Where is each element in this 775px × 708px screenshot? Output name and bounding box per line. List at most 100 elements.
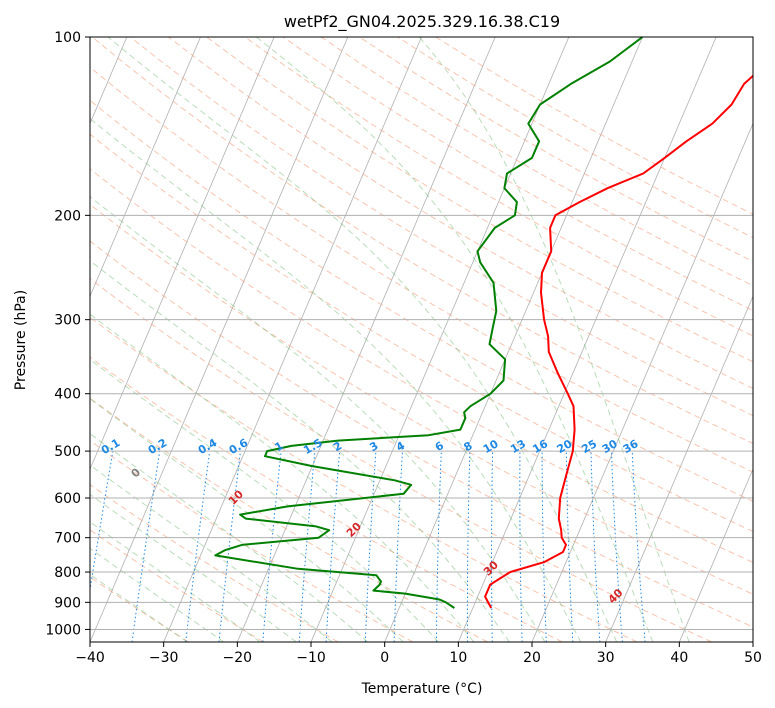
dry-adiabat-line (130, 37, 753, 417)
dry-adiabat-line (90, 240, 753, 628)
profile-lines (214, 37, 753, 609)
moist-adiabat-line (90, 573, 188, 642)
series-line (214, 37, 644, 609)
dry-adiabat-line (90, 203, 753, 595)
y-tick-label: 100 (54, 30, 81, 46)
moist-adiabat-line (90, 464, 333, 642)
y-tick-label: 300 (54, 313, 81, 329)
isotherm-line (384, 37, 643, 642)
x-tick-label: 30 (597, 650, 615, 666)
mixing-ratio-line (185, 451, 211, 642)
mixing-ratio-line (519, 451, 523, 642)
y-tick-label: 400 (54, 387, 81, 403)
x-tick-label: 20 (523, 650, 541, 666)
dry-adiabat-label: 40 (606, 586, 626, 606)
dry-adiabat-line (168, 37, 753, 389)
dry-adiabat-line (90, 397, 488, 642)
mixing-ratio-line (590, 451, 601, 642)
moist-adiabat-line (90, 433, 369, 642)
isotherm-line (752, 640, 753, 642)
moist-adiabat-line (90, 117, 582, 642)
moist-adiabat-line (107, 37, 618, 642)
moist-adiabat-line (419, 37, 690, 642)
dry-adiabat-line (90, 99, 753, 502)
dry-adiabat-label: 10 (226, 487, 246, 507)
mixing-ratio-label: 10 (481, 437, 501, 456)
dry-adiabat-line (244, 37, 753, 337)
x-tick-label: 0 (380, 650, 389, 666)
isotherm-line (678, 468, 753, 642)
moist-adiabat-line (90, 547, 225, 642)
y-axis-label: Pressure (hPa) (13, 290, 29, 390)
background-lines (90, 37, 753, 642)
mixing-ratio-line (491, 451, 494, 642)
dry-adiabat-line (91, 37, 753, 445)
mixing-ratio-label: 4 (394, 439, 407, 454)
mixing-ratio-line (262, 451, 282, 642)
isotherm-line (90, 37, 201, 298)
isotherm-line (531, 122, 753, 642)
y-tick-label: 700 (54, 531, 81, 547)
dry-adiabat-line (90, 529, 264, 642)
mixing-ratio-label: 36 (621, 437, 641, 456)
chart-title: wetPf2_GN04.2025.329.16.38.C19 (284, 12, 560, 32)
mixing-ratio-line (466, 451, 471, 642)
mixing-ratio-label: 6 (433, 439, 446, 454)
mixing-ratio-label: 3 (367, 439, 380, 454)
moist-adiabat-line (90, 521, 261, 642)
x-tick-label: −20 (223, 650, 253, 666)
mixing-ratio-line (631, 451, 646, 642)
moist-adiabat-line (90, 398, 404, 642)
x-tick-label: −40 (75, 650, 105, 666)
dry-adiabat-line (90, 278, 712, 642)
mixing-ratio-line (298, 451, 316, 642)
moist-adiabat-line (90, 196, 546, 642)
mixing-ratio-label: 8 (461, 439, 474, 454)
y-tick-label: 800 (54, 565, 81, 581)
mixing-ratio-label: 0.6 (227, 436, 251, 457)
dry-adiabat-line (435, 37, 753, 215)
dry-adiabat-line (90, 316, 638, 642)
dry-adiabat-line (90, 440, 414, 642)
mixing-ratio-label: 30 (600, 437, 620, 456)
x-axis-ticks: −40 −30 −20 −10 0 10 20 30 40 50 (75, 642, 762, 666)
y-tick-label: 200 (54, 208, 81, 224)
dry-adiabat-label: -10 (18, 428, 41, 451)
x-tick-label: 50 (744, 650, 762, 666)
mixing-ratio-line (218, 451, 241, 642)
dry-adiabat-line (90, 133, 753, 533)
isotherm-line (457, 37, 717, 642)
mixing-ratio-label: 16 (530, 437, 550, 456)
mixing-ratio-label: 25 (579, 437, 599, 456)
isotherm-line (90, 37, 349, 642)
y-tick-label: 1000 (45, 622, 81, 638)
mixing-ratio-line (435, 451, 442, 642)
x-axis-label: Temperature (°C) (361, 681, 483, 697)
y-tick-label: 500 (54, 444, 81, 460)
y-axis-ticks: 100 200 300 400 500 600 700 800 900 1000 (45, 30, 90, 638)
mixing-ratio-label: 1.5 (301, 436, 324, 457)
moist-adiabat-line (90, 493, 297, 642)
y-tick-label: 900 (54, 595, 81, 611)
x-tick-label: −30 (149, 650, 179, 666)
contour-labels: -100-90-80-70-60-50-40-30-20-10010203040… (18, 428, 641, 606)
y-tick-label: 600 (54, 491, 81, 507)
x-tick-label: −10 (296, 650, 326, 666)
moist-adiabat-line (90, 260, 510, 642)
mixing-ratio-line (90, 451, 114, 593)
mixing-ratio-label: 2 (331, 439, 344, 454)
dry-adiabat-line (90, 356, 563, 642)
moist-adiabat-line (256, 37, 654, 642)
dry-adiabat-line (90, 483, 339, 642)
mixing-ratio-line (611, 451, 623, 642)
series-line (484, 74, 753, 609)
x-tick-label: 40 (670, 650, 688, 666)
moist-adiabat-line (90, 358, 439, 642)
x-tick-label: 10 (449, 650, 467, 666)
dry-adiabat-line (282, 37, 753, 312)
isotherm-line (90, 37, 275, 471)
isotherm-line (163, 37, 422, 642)
pressure-gridlines (90, 37, 753, 630)
moist-adiabat-line (90, 313, 475, 642)
